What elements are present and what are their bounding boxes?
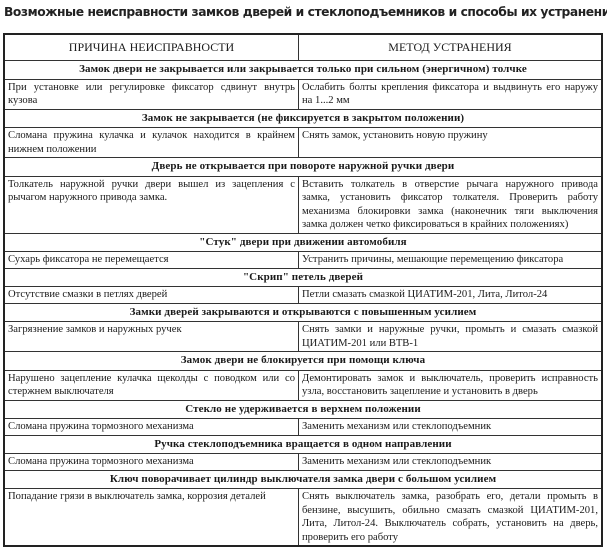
remedy-cell: Устранить причины, мешающие перемещению … [298,251,603,269]
document-title: Возможные неисправности замков дверей и … [4,5,607,19]
table-row: Сломана пружина тормозного механизма Заме… [3,453,603,471]
section-heading-row: "Скрип" петель дверей [3,267,603,287]
section-heading: Ключ поворачивает цилиндр выключателя за… [3,469,603,489]
section-heading: Замок не закрывается (не фиксируется в з… [3,108,603,128]
malfunctions-table: ПРИЧИНА НЕИСПРАВНОСТИ МЕТОД УСТРАНЕНИЯ З… [3,33,603,547]
cause-cell: Нарушено зацепление кулачка щеколды с по… [3,369,299,401]
table-row: Толкатель наружной ручки двери вышел из … [3,175,603,234]
remedy-cell: Демонтировать замок и выключатель, прове… [298,369,603,401]
cause-cell: Сухарь фиксатора не перемещается [3,251,299,269]
cause-cell: Толкатель наружной ручки двери вышел из … [3,175,299,234]
section-heading-row: Замок двери не закрывается или закрывает… [3,60,603,80]
cause-cell: При установке или регулировке фиксатор с… [3,78,299,110]
remedy-cell: Заменить механизм или стеклоподъемник [298,453,603,471]
section-heading-row: Ручка стеклоподъемника вращается в одном… [3,434,603,454]
cause-cell: Сломана пружина тормозного механизма [3,418,299,436]
section-heading: Дверь не открывается при повороте наружн… [3,157,603,177]
remedy-cell: Снять замок, установить новую пружину [298,127,603,158]
cause-cell: Сломана пружина тормозного механизма [3,453,299,471]
remedy-cell: Ослабить болты крепления фиксатора и выд… [298,78,603,110]
section-heading: "Стук" двери при движении автомобиля [3,232,603,252]
table-row: Загрязнение замков и наружных ручек Снять… [3,321,603,352]
section-heading: Замок двери не блокируется при помощи кл… [3,351,603,371]
column-header-cause: ПРИЧИНА НЕИСПРАВНОСТИ [3,33,299,61]
section-heading: Стекло не удерживается в верхнем положен… [3,399,603,419]
section-heading-row: Замки дверей закрываются и открываются с… [3,302,603,322]
table-row: Сломана пружина кулачка и кулачок находи… [3,127,603,158]
remedy-cell: Снять выключатель замка, разобрать его, … [298,488,603,547]
table-row: Сухарь фиксатора не перемещается Устранит… [3,251,603,269]
table-row: При установке или регулировке фиксатор с… [3,78,603,110]
table-row: Отсутствие смазки в петлях дверей Петли с… [3,286,603,304]
cause-cell: Загрязнение замков и наружных ручек [3,321,299,352]
section-heading: Замки дверей закрываются и открываются с… [3,302,603,322]
cause-cell: Сломана пружина кулачка и кулачок находи… [3,127,299,158]
section-heading-row: Замок не закрывается (не фиксируется в з… [3,108,603,128]
table-row: Нарушено зацепление кулачка щеколды с по… [3,369,603,401]
section-heading-row: "Стук" двери при движении автомобиля [3,232,603,252]
section-heading-row: Дверь не открывается при повороте наружн… [3,157,603,177]
cause-cell: Отсутствие смазки в петлях дверей [3,286,299,304]
table-row: Попадание грязи в выключатель замка, кор… [3,488,603,547]
section-heading-row: Стекло не удерживается в верхнем положен… [3,399,603,419]
column-header-remedy: МЕТОД УСТРАНЕНИЯ [298,33,603,61]
cause-cell: Попадание грязи в выключатель замка, кор… [3,488,299,547]
section-heading-row: Замок двери не блокируется при помощи кл… [3,351,603,371]
table-header-row: ПРИЧИНА НЕИСПРАВНОСТИ МЕТОД УСТРАНЕНИЯ [3,33,603,61]
section-heading: "Скрип" петель дверей [3,267,603,287]
section-heading: Замок двери не закрывается или закрывает… [3,60,603,80]
section-heading-row: Ключ поворачивает цилиндр выключателя за… [3,469,603,489]
remedy-cell: Заменить механизм или стеклоподъемник [298,418,603,436]
table-row: Сломана пружина тормозного механизма Заме… [3,418,603,436]
remedy-cell: Снять замки и наружные ручки, промыть и … [298,321,603,352]
remedy-cell: Петли смазать смазкой ЦИАТИМ-201, Лита, … [298,286,603,304]
section-heading: Ручка стеклоподъемника вращается в одном… [3,434,603,454]
remedy-cell: Вставить толкатель в отверстие рычага на… [298,175,603,234]
